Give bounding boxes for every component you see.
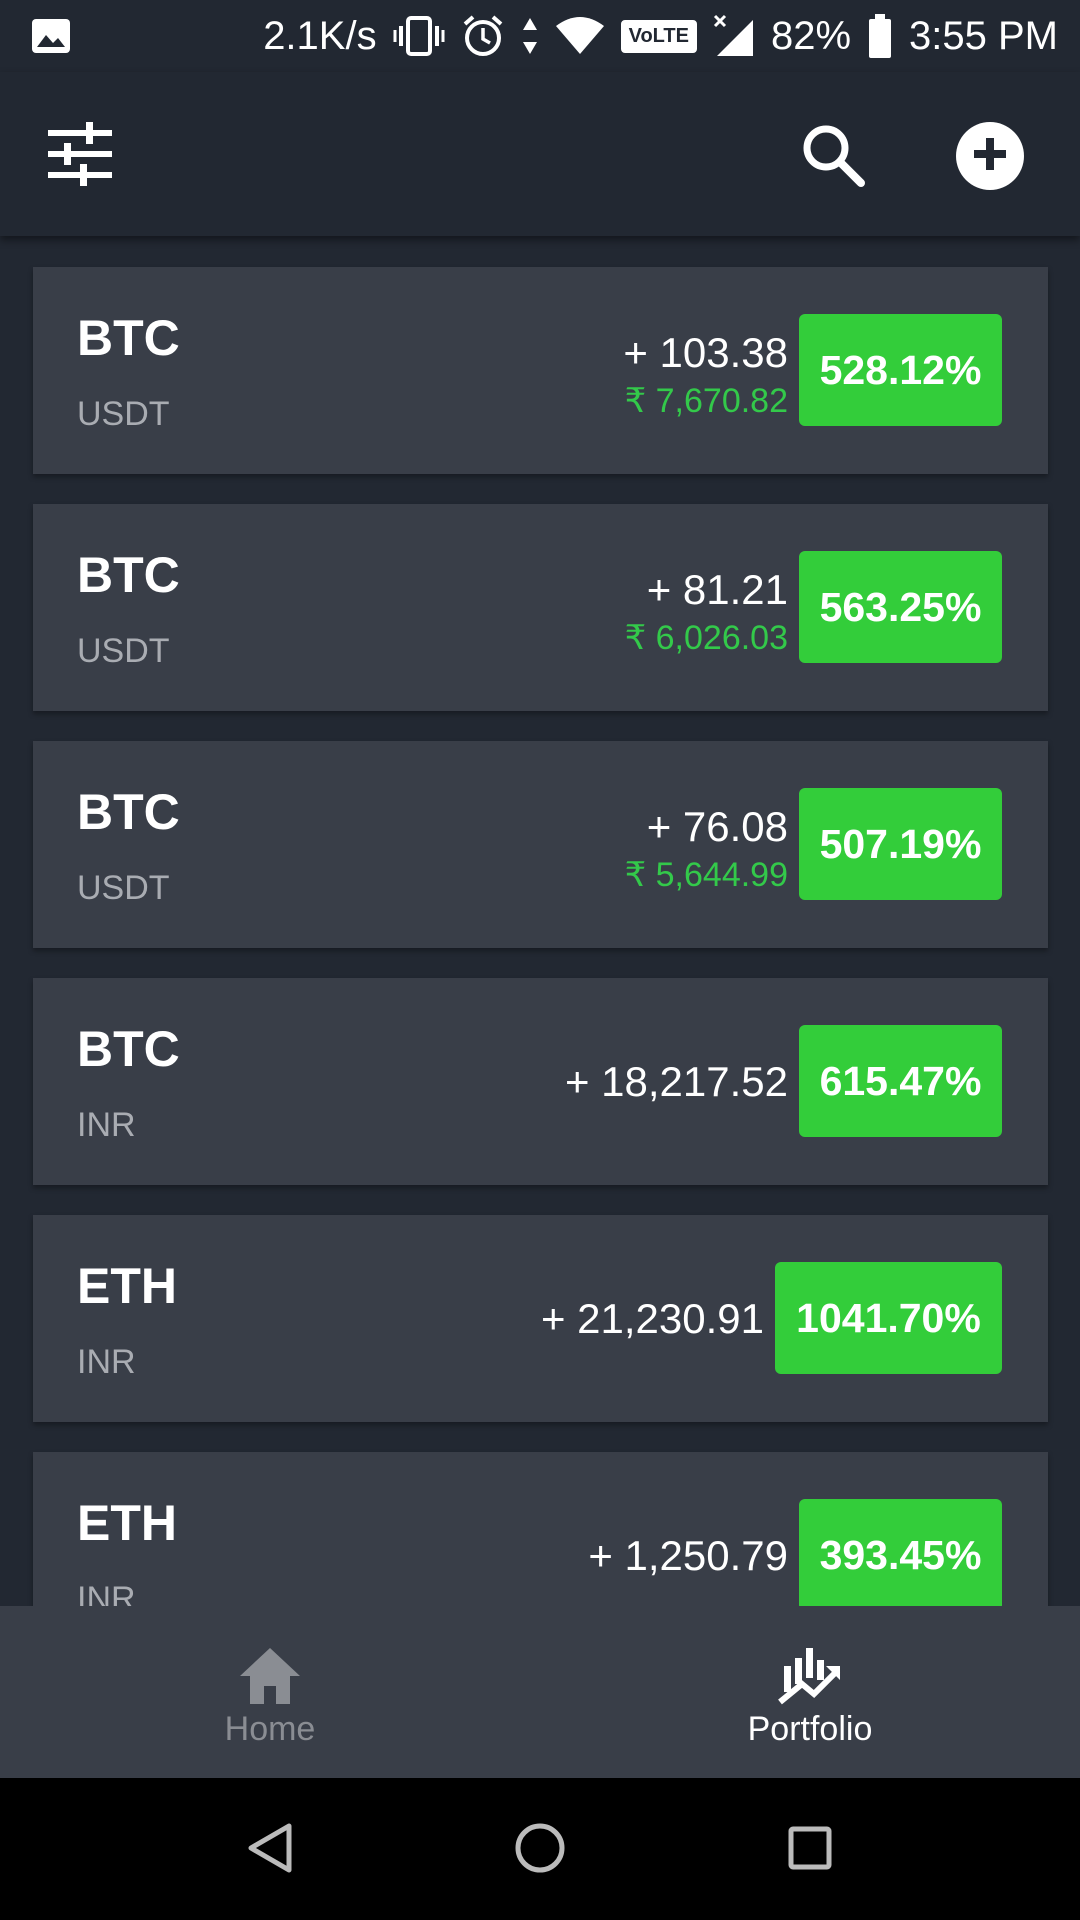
profit-change: + 76.08 — [646, 803, 788, 850]
home-icon — [238, 1646, 302, 1706]
market-pair: USDT — [77, 869, 170, 907]
percent-badge: 507.19% — [799, 788, 1002, 900]
profit-change: + 103.38 — [623, 329, 788, 376]
market-pair: INR — [77, 1106, 136, 1144]
profit-value-inr: ₹ 6,026.03 — [624, 619, 788, 657]
battery-percent: 82% — [770, 13, 852, 58]
search-button[interactable] — [800, 122, 866, 188]
portfolio-list: BTC USDT + 103.38 ₹ 7,670.82 528.12% BTC… — [0, 236, 1080, 1606]
portfolio-card[interactable]: BTC USDT + 103.38 ₹ 7,670.82 528.12% — [33, 267, 1048, 474]
nav-portfolio-label: Portfolio — [747, 1709, 873, 1748]
coin-symbol: BTC — [77, 547, 180, 603]
add-button[interactable] — [956, 122, 1024, 190]
portfolio-card[interactable]: BTC INR + 18,217.52 615.47% — [33, 978, 1048, 1185]
portfolio-card[interactable]: BTC USDT + 81.21 ₹ 6,026.03 563.25% — [33, 504, 1048, 711]
bottom-nav: Home Portfolio — [0, 1606, 1080, 1778]
recents-square-icon — [787, 1825, 833, 1876]
network-speed: 2.1K/s — [263, 13, 377, 58]
home-circle-icon — [514, 1822, 566, 1879]
wifi-icon — [555, 16, 605, 56]
vibrate-icon — [393, 14, 445, 58]
percent-badge: 563.25% — [799, 551, 1002, 663]
nav-home[interactable]: Home — [0, 1606, 540, 1778]
nav-portfolio[interactable]: Portfolio — [540, 1606, 1080, 1778]
profit-change: + 18,217.52 — [564, 1058, 788, 1105]
data-transfer-icon — [521, 14, 539, 58]
market-pair: INR — [77, 1343, 136, 1381]
market-pair: INR — [77, 1580, 136, 1606]
alarm-icon — [461, 14, 505, 58]
add-icon — [972, 136, 1008, 177]
profit-value-inr: ₹ 7,670.82 — [624, 382, 788, 420]
percent-badge: 1041.70% — [775, 1262, 1002, 1374]
clock-time: 3:55 PM — [909, 13, 1058, 58]
battery-icon — [867, 13, 893, 59]
status-bar: 2.1K/s — [0, 0, 1080, 72]
coin-symbol: BTC — [77, 310, 180, 366]
profit-change: + 81.21 — [646, 566, 788, 613]
app-bar — [0, 72, 1080, 236]
coin-symbol: ETH — [77, 1495, 177, 1551]
recents-button[interactable] — [782, 1822, 838, 1878]
back-button[interactable] — [242, 1822, 298, 1878]
signal-icon — [713, 14, 755, 58]
nav-home-label: Home — [224, 1709, 316, 1748]
percent-badge: 393.45% — [799, 1499, 1002, 1606]
system-nav-bar — [0, 1778, 1080, 1920]
volte-icon: VoLTE — [620, 19, 697, 53]
home-system-button[interactable] — [512, 1822, 568, 1878]
market-pair: USDT — [77, 632, 170, 670]
search-icon — [800, 125, 866, 192]
profit-change: + 1,250.79 — [588, 1532, 788, 1579]
market-pair: USDT — [77, 395, 170, 433]
coin-symbol: BTC — [77, 1021, 180, 1077]
profit-value-inr: ₹ 5,644.99 — [624, 856, 788, 894]
percent-badge: 615.47% — [799, 1025, 1002, 1137]
coin-symbol: ETH — [77, 1258, 177, 1314]
portfolio-card[interactable]: BTC USDT + 76.08 ₹ 5,644.99 507.19% — [33, 741, 1048, 948]
profit-change: + 21,230.91 — [540, 1295, 764, 1342]
tune-icon — [46, 122, 114, 190]
portfolio-card[interactable]: ETH INR + 1,250.79 393.45% — [33, 1452, 1048, 1606]
image-notification-icon — [30, 17, 72, 55]
coin-symbol: BTC — [77, 784, 180, 840]
back-triangle-icon — [247, 1822, 293, 1879]
filter-button[interactable] — [46, 122, 114, 186]
portfolio-chart-icon — [778, 1646, 842, 1706]
portfolio-card[interactable]: ETH INR + 21,230.91 1041.70% — [33, 1215, 1048, 1422]
percent-badge: 528.12% — [799, 314, 1002, 426]
